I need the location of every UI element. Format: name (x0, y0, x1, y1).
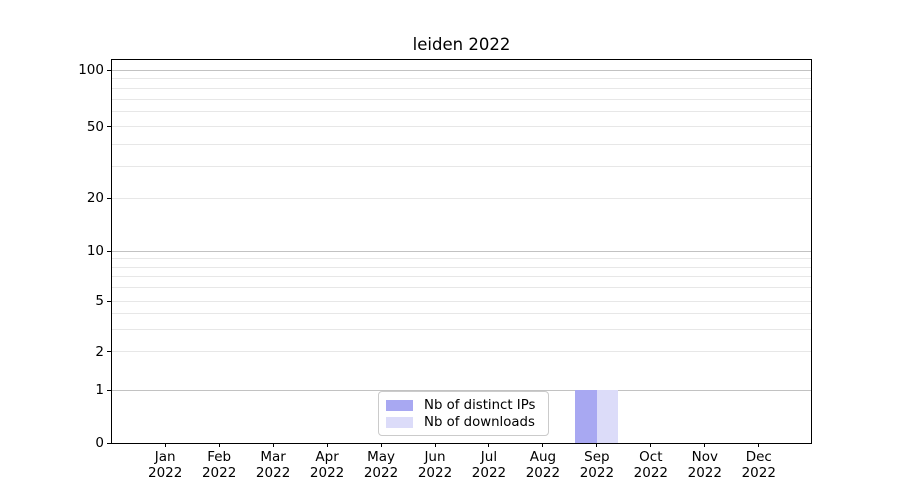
x-tick-year-sep: 2022 (579, 464, 615, 481)
legend-label-distinct-ips: Nb of distinct IPs (424, 398, 536, 413)
x-tick-mark-jun (434, 443, 436, 447)
y-tick-label-50: 50 (86, 118, 104, 135)
x-tick-label-jul: Jul 2022 (457, 449, 521, 481)
x-tick-mark-mar (272, 443, 274, 447)
y-tick-mark-2 (107, 351, 111, 353)
x-tick-label-aug: Aug 2022 (511, 449, 575, 481)
x-tick-month-nov: Nov (691, 449, 718, 465)
legend-item-distinct-ips: Nb of distinct IPs (386, 397, 542, 414)
gridline-minor-5 (112, 300, 811, 302)
x-tick-mark-nov (704, 443, 706, 447)
x-tick-mark-may (380, 443, 382, 447)
x-tick-mark-jul (488, 443, 490, 447)
x-tick-mark-apr (326, 443, 328, 447)
bar-layer (112, 60, 811, 443)
gridline-minor-20 (112, 197, 811, 199)
y-tick-label-5: 5 (95, 293, 104, 309)
bar-nb-of-distinct-ips-sep (575, 390, 597, 443)
gridline-minor-9 (112, 258, 811, 260)
x-tick-month-aug: Aug (529, 449, 557, 465)
gridline-minor-3 (112, 328, 811, 330)
x-tick-mark-aug (542, 443, 544, 447)
gridline-minor-90 (112, 78, 811, 80)
legend: Nb of distinct IPs Nb of downloads (378, 391, 549, 436)
x-tick-month-jul: Jul (480, 449, 498, 465)
x-tick-mark-dec (758, 443, 760, 447)
x-tick-label-apr: Apr 2022 (295, 449, 359, 481)
x-tick-year-aug: 2022 (525, 464, 561, 481)
gridline-minor-2 (112, 351, 811, 353)
y-tick-label-100: 100 (78, 62, 104, 78)
legend-item-downloads: Nb of downloads (386, 414, 542, 431)
y-tick-label-2: 2 (95, 343, 104, 360)
x-tick-month-oct: Oct (639, 449, 663, 465)
gridline-minor-40 (112, 143, 811, 145)
x-tick-year-jun: 2022 (417, 464, 453, 481)
gridline-minor-4 (112, 312, 811, 314)
y-tick-mark-1 (107, 389, 111, 391)
x-tick-year-may: 2022 (363, 464, 399, 481)
x-tick-label-nov: Nov 2022 (673, 449, 737, 481)
y-tick-label-10: 10 (86, 243, 104, 259)
x-tick-year-mar: 2022 (255, 464, 291, 481)
gridline-minor-30 (112, 166, 811, 168)
legend-swatch-distinct-ips (386, 400, 413, 411)
gridline-major-10 (112, 250, 811, 252)
gridline-minor-8 (112, 266, 811, 268)
x-tick-year-apr: 2022 (309, 464, 345, 481)
y-tick-label-1: 1 (95, 382, 104, 398)
x-tick-month-dec: Dec (745, 449, 772, 465)
x-tick-label-feb: Feb 2022 (187, 449, 251, 481)
x-tick-year-jul: 2022 (471, 464, 507, 481)
x-tick-year-feb: 2022 (201, 464, 237, 481)
gridline-minor-70 (112, 98, 811, 100)
x-tick-label-jan: Jan 2022 (133, 449, 197, 481)
x-tick-mark-feb (218, 443, 220, 447)
x-tick-year-oct: 2022 (633, 464, 668, 481)
x-tick-label-oct: Oct 2022 (619, 449, 683, 481)
gridline-minor-60 (112, 111, 811, 113)
x-tick-month-apr: Apr (315, 449, 339, 465)
x-tick-label-jun: Jun 2022 (403, 449, 467, 481)
y-tick-mark-100 (107, 69, 111, 71)
grid-layer (112, 60, 811, 443)
legend-swatch-downloads (386, 417, 413, 428)
x-tick-month-may: May (367, 449, 395, 465)
bar-nb-of-downloads-sep (596, 390, 619, 443)
x-tick-label-mar: Mar 2022 (241, 449, 305, 481)
legend-label-downloads: Nb of downloads (424, 415, 535, 430)
x-tick-label-dec: Dec 2022 (727, 449, 791, 481)
x-tick-year-jan: 2022 (148, 464, 183, 481)
x-tick-mark-jan (164, 443, 166, 447)
y-tick-mark-20 (107, 197, 111, 199)
gridline-major-100 (112, 69, 811, 71)
x-tick-month-sep: Sep (584, 449, 610, 465)
y-tick-label-20: 20 (86, 190, 104, 207)
x-tick-label-may: May 2022 (349, 449, 413, 481)
gridline-minor-50 (112, 126, 811, 128)
gridline-minor-7 (112, 276, 811, 278)
y-tick-label-0: 0 (95, 435, 104, 451)
y-tick-mark-0 (107, 442, 111, 444)
x-tick-year-nov: 2022 (687, 464, 722, 481)
gridline-minor-6 (112, 287, 811, 289)
x-tick-month-feb: Feb (207, 449, 232, 465)
x-tick-month-jun: Jun (424, 449, 446, 465)
x-tick-mark-oct (650, 443, 652, 447)
gridline-major-1 (112, 389, 811, 391)
x-tick-month-mar: Mar (260, 449, 286, 465)
gridline-minor-80 (112, 87, 811, 89)
y-tick-mark-50 (107, 126, 111, 128)
x-tick-month-jan: Jan (154, 449, 176, 465)
chart-title: leiden 2022 (412, 35, 511, 54)
y-tick-mark-5 (107, 300, 111, 302)
x-tick-year-dec: 2022 (741, 464, 776, 481)
plot-area (111, 59, 812, 444)
x-tick-label-sep: Sep 2022 (565, 449, 629, 481)
y-tick-mark-10 (107, 250, 111, 252)
x-tick-mark-sep (596, 443, 598, 447)
